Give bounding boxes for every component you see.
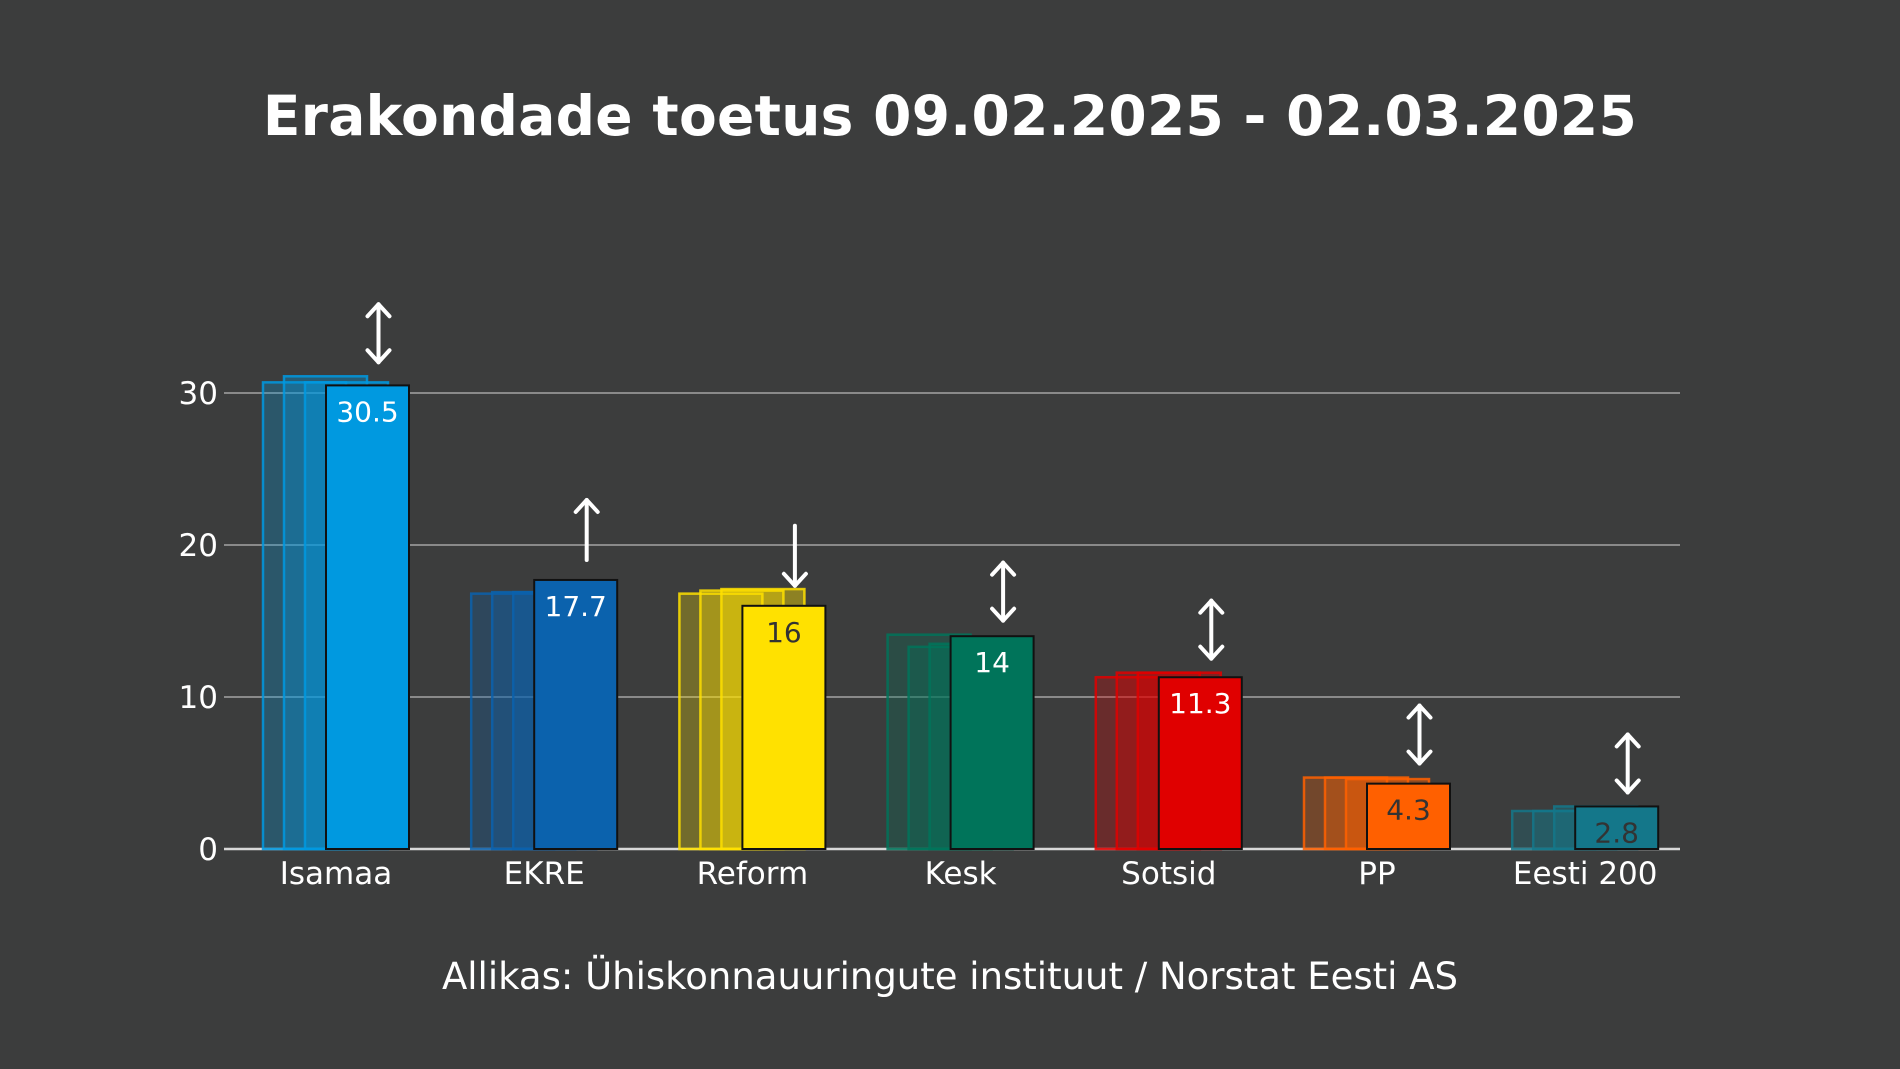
data-label: 16 xyxy=(766,616,802,649)
trend-arrow-both xyxy=(1614,732,1641,795)
y-tick-label: 10 xyxy=(179,680,218,716)
x-tick-label: EKRE xyxy=(504,856,585,892)
bars xyxy=(261,375,1660,851)
y-tick-label: 30 xyxy=(179,376,218,412)
data-labels: 30.5 17.7 16 14 11.3 4.3 2.8 xyxy=(336,395,1639,849)
bar-current xyxy=(1366,782,1451,851)
x-tick-label: Sotsid xyxy=(1121,856,1216,892)
trend-arrow-both xyxy=(1406,703,1433,766)
bar-current xyxy=(325,384,410,850)
trend-arrow-down xyxy=(781,523,808,588)
y-axis-ticks: 0 10 20 30 xyxy=(179,376,218,868)
source-note: Allikas: Ühiskonnauuringute instituut / … xyxy=(441,955,1459,998)
x-tick-label: Reform xyxy=(697,856,809,892)
bar-current xyxy=(533,578,619,851)
chart-title: Erakondade toetus 09.02.2025 - 02.03.202… xyxy=(262,84,1638,148)
data-label: 4.3 xyxy=(1386,794,1431,827)
x-tick-label: Isamaa xyxy=(280,856,392,892)
data-label: 17.7 xyxy=(545,590,607,623)
bar-current xyxy=(1157,676,1243,850)
bar-current xyxy=(949,635,1035,851)
trend-arrow-both xyxy=(365,302,392,365)
x-axis-ticks: Isamaa EKRE Reform Kesk Sotsid PP Eesti 200 xyxy=(280,856,1658,892)
x-tick-label: PP xyxy=(1358,856,1395,892)
x-tick-label: Kesk xyxy=(925,856,997,892)
y-tick-label: 20 xyxy=(179,528,218,564)
y-tick-label: 0 xyxy=(198,832,218,868)
bar-current xyxy=(741,604,827,850)
data-label: 2.8 xyxy=(1594,816,1639,849)
bar-current xyxy=(1574,805,1660,851)
x-tick-label: Eesti 200 xyxy=(1513,856,1658,892)
trend-arrow-both xyxy=(990,560,1017,623)
data-label: 30.5 xyxy=(336,395,398,428)
trend-arrows xyxy=(365,302,1641,795)
trend-arrow-both xyxy=(1198,598,1225,661)
trend-arrow-up xyxy=(573,497,600,562)
data-label: 14 xyxy=(974,646,1010,679)
data-label: 11.3 xyxy=(1169,687,1231,720)
